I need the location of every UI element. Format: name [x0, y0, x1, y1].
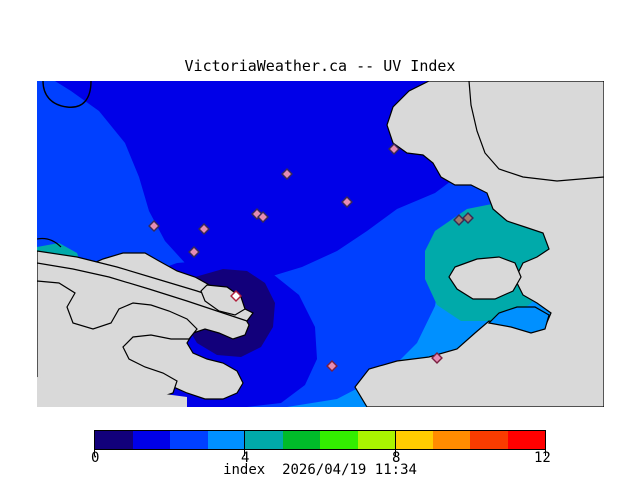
colorbar-segment-4: [245, 431, 283, 449]
station-marker[interactable]: [230, 290, 242, 302]
uv-index-map: [37, 81, 604, 407]
station-markers: [148, 143, 474, 372]
colorbar: [94, 430, 546, 456]
station-marker[interactable]: [462, 212, 474, 224]
colorbar-label-0: 0: [91, 450, 100, 466]
colorbar-tick-12: [545, 450, 546, 456]
land-east-headland: [448, 256, 522, 300]
land-north-shore: [468, 81, 604, 182]
colorbar-segment-5: [282, 431, 320, 449]
page-title: VictoriaWeather.ca -- UV Index: [184, 57, 456, 75]
uv-contour-svg: [37, 81, 604, 407]
station-marker[interactable]: [257, 211, 269, 223]
colorbar-label-4: 4: [241, 450, 250, 466]
station-marker[interactable]: [341, 196, 353, 208]
colorbar-segment-2: [170, 431, 208, 449]
station-marker[interactable]: [388, 143, 400, 155]
colorbar-segments: [94, 430, 546, 450]
coastline-arc-northwest: [42, 81, 92, 108]
colorbar-label-12: 12: [534, 450, 551, 466]
colorbar-segment-6: [320, 431, 358, 449]
station-marker[interactable]: [188, 246, 200, 258]
coastline-detail-west: [37, 237, 62, 248]
colorbar-caption: index 2026/04/19 11:34: [223, 462, 417, 478]
colorbar-segment-8: [395, 431, 433, 449]
colorbar-segment-9: [432, 431, 470, 449]
station-marker[interactable]: [326, 360, 338, 372]
water-inlet-east: [487, 306, 550, 334]
colorbar-label-8: 8: [392, 450, 401, 466]
land-bottom-strip: [37, 377, 187, 407]
colorbar-segment-3: [207, 431, 245, 449]
colorbar-segment-7: [357, 431, 395, 449]
colorbar-tick-4: [244, 450, 245, 456]
land-isthmus-spit: [37, 250, 254, 322]
uv-band-1-2-north: [55, 81, 489, 281]
colorbar-divider-8: [395, 430, 396, 450]
colorbar-tick-8: [395, 450, 396, 456]
station-marker[interactable]: [453, 214, 465, 226]
colorbar-tick-0: [94, 450, 95, 456]
station-marker[interactable]: [431, 352, 443, 364]
station-marker[interactable]: [148, 220, 160, 232]
station-marker[interactable]: [198, 223, 210, 235]
colorbar-segment-0: [95, 431, 133, 449]
colorbar-segment-10: [470, 431, 508, 449]
station-marker[interactable]: [281, 168, 293, 180]
colorbar-divider-4: [244, 430, 245, 450]
colorbar-segment-11: [507, 431, 545, 449]
colorbar-segment-1: [132, 431, 170, 449]
